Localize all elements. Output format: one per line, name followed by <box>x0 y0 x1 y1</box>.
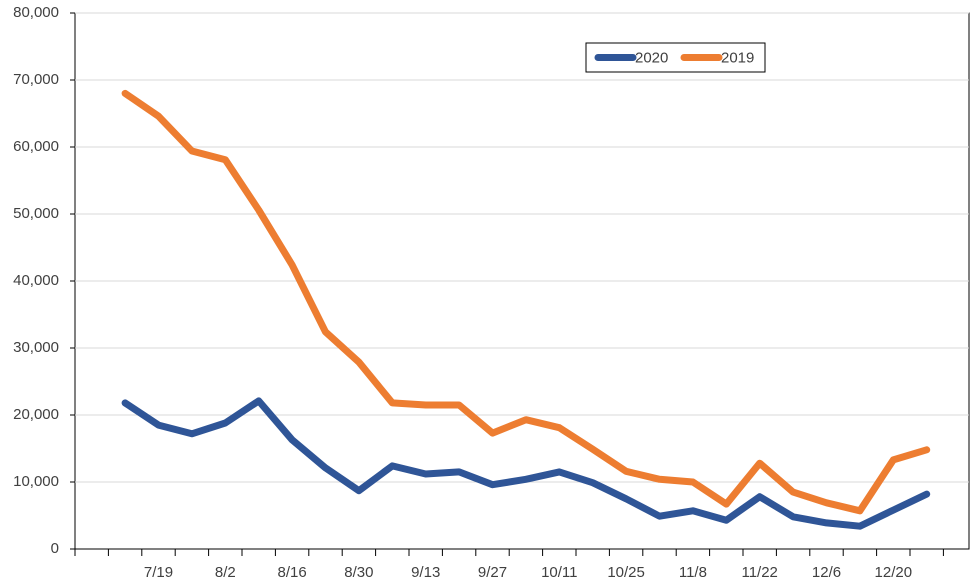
legend: 2020 2019 <box>585 42 766 73</box>
y-tick-label: 40,000 <box>13 272 59 289</box>
y-tick-label: 30,000 <box>13 339 59 356</box>
x-tick-label: 11/8 <box>679 564 707 581</box>
y-tick-label: 80,000 <box>13 4 59 21</box>
series-line <box>121 89 931 515</box>
y-tick-label: 20,000 <box>13 406 59 423</box>
x-tick-label: 10/25 <box>607 564 645 581</box>
x-tick-label: 12/20 <box>875 564 913 581</box>
x-tick-label: 11/22 <box>741 564 777 581</box>
x-tick-label: 8/30 <box>344 564 373 581</box>
x-tick-label: 10/11 <box>541 564 577 581</box>
y-tick-label: 50,000 <box>13 205 59 222</box>
x-tick-label: 12/6 <box>812 564 841 581</box>
x-tick-label: 7/19 <box>144 564 173 581</box>
x-tick-label: 9/13 <box>411 564 440 581</box>
legend-label: 2020 <box>635 49 668 66</box>
series-line <box>121 397 931 530</box>
y-tick-label: 70,000 <box>13 71 59 88</box>
y-tick-label: 0 <box>51 540 59 557</box>
y-tick-label: 10,000 <box>13 473 59 490</box>
y-tick-label: 60,000 <box>13 138 59 155</box>
x-tick-label: 8/2 <box>215 564 236 581</box>
legend-label: 2019 <box>721 49 754 66</box>
x-tick-label: 9/27 <box>478 564 507 581</box>
x-tick-label: 8/16 <box>277 564 306 581</box>
